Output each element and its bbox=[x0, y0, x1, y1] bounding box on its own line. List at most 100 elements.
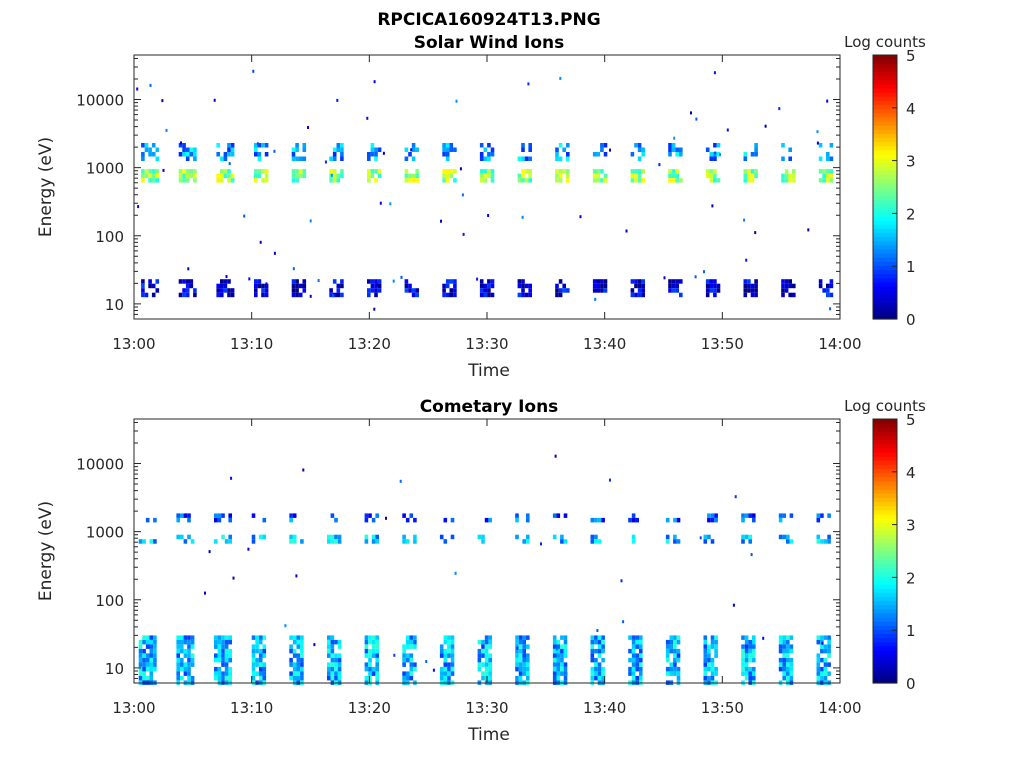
heatmap-cell bbox=[337, 539, 342, 544]
heatmap-cell bbox=[264, 169, 269, 174]
heatmap-cell bbox=[364, 644, 369, 649]
heatmap-cell bbox=[224, 671, 229, 676]
colorbar-segment bbox=[873, 154, 897, 159]
heatmap-cell bbox=[334, 662, 338, 667]
heatmap-cell bbox=[826, 173, 830, 179]
heatmap-cell bbox=[639, 644, 643, 649]
heatmap-cell bbox=[221, 648, 225, 654]
heatmap-cell bbox=[187, 644, 191, 649]
panel-title: Cometary Ions bbox=[420, 397, 559, 417]
heatmap-cell bbox=[826, 292, 830, 298]
heatmap-cell bbox=[332, 294, 335, 298]
heatmap-cell bbox=[176, 513, 180, 518]
heatmap-cell bbox=[185, 279, 190, 284]
heatmap-cell bbox=[671, 279, 676, 284]
heatmap-cell bbox=[291, 283, 296, 289]
x-tick-label: 13:40 bbox=[583, 699, 626, 717]
heatmap-cell bbox=[262, 534, 267, 540]
heatmap-cell bbox=[597, 648, 602, 654]
heatmap-cell bbox=[748, 657, 752, 663]
heatmap-cell bbox=[405, 653, 410, 658]
y-tick-label: 10 bbox=[105, 296, 124, 314]
heatmap-cell bbox=[639, 675, 643, 681]
colorbar-segment bbox=[873, 265, 897, 271]
heatmap-cell bbox=[707, 644, 711, 649]
heatmap-cell bbox=[302, 468, 305, 472]
heatmap-cell bbox=[635, 644, 639, 649]
colorbar-segment bbox=[873, 435, 897, 441]
heatmap-cell bbox=[370, 173, 375, 179]
heatmap-cell bbox=[741, 653, 745, 658]
heatmap-cell bbox=[594, 534, 598, 540]
heatmap-cell bbox=[402, 539, 406, 544]
heatmap-cell bbox=[752, 657, 756, 663]
heatmap-cell bbox=[716, 283, 721, 289]
heatmap-cell bbox=[182, 178, 186, 183]
heatmap-cell bbox=[257, 173, 262, 179]
colorbar-segment bbox=[873, 125, 897, 130]
heatmap-cell bbox=[224, 675, 229, 681]
colorbar-label: Log counts bbox=[844, 397, 926, 415]
heatmap-cell bbox=[183, 666, 188, 672]
colorbar-segment bbox=[873, 456, 897, 461]
heatmap-cell bbox=[479, 156, 484, 161]
heatmap-cell bbox=[635, 653, 639, 658]
heatmap-cell bbox=[601, 517, 605, 523]
heatmap-cell bbox=[479, 279, 484, 284]
heatmap-cell bbox=[230, 178, 235, 183]
heatmap-cell bbox=[443, 635, 448, 640]
heatmap-cell bbox=[193, 178, 197, 183]
heatmap-cell bbox=[521, 292, 525, 298]
heatmap-cell bbox=[227, 288, 231, 293]
heatmap-cell bbox=[409, 513, 414, 518]
heatmap-cell bbox=[792, 173, 796, 179]
heatmap-cell bbox=[676, 653, 681, 658]
heatmap-cell bbox=[637, 156, 642, 161]
heatmap-cell bbox=[151, 292, 156, 298]
heatmap-cell bbox=[597, 639, 602, 645]
heatmap-cell bbox=[521, 283, 525, 289]
heatmap-cell bbox=[251, 653, 256, 658]
heatmap-cell bbox=[364, 517, 369, 523]
heatmap-cell bbox=[713, 156, 717, 161]
heatmap-cell bbox=[371, 635, 376, 640]
heatmap-cell bbox=[289, 662, 293, 667]
heatmap-cell bbox=[484, 671, 489, 676]
heatmap-cell bbox=[488, 517, 492, 523]
heatmap-cell bbox=[526, 539, 530, 544]
y-tick-label: 10000 bbox=[76, 92, 124, 110]
heatmap-cell bbox=[176, 639, 180, 645]
heatmap-cell bbox=[517, 178, 522, 183]
heatmap-cell bbox=[522, 648, 526, 654]
heatmap-cell bbox=[709, 173, 714, 179]
heatmap-cell bbox=[556, 666, 561, 672]
heatmap-cell bbox=[217, 653, 222, 658]
heatmap-cell bbox=[679, 292, 683, 298]
heatmap-cell bbox=[445, 152, 450, 157]
heatmap-cell bbox=[141, 152, 145, 157]
heatmap-cell bbox=[600, 279, 604, 284]
heatmap-cell bbox=[182, 292, 186, 298]
heatmap-cell bbox=[745, 258, 748, 262]
heatmap-cell bbox=[707, 657, 711, 663]
heatmap-cell bbox=[477, 653, 482, 658]
heatmap-cell bbox=[262, 662, 267, 667]
colorbar-segment bbox=[873, 604, 897, 610]
heatmap-cell bbox=[752, 675, 756, 681]
heatmap-cell bbox=[216, 178, 220, 183]
heatmap-cell bbox=[337, 671, 342, 676]
heatmap-cell bbox=[292, 653, 297, 658]
heatmap-cell bbox=[187, 666, 191, 672]
heatmap-cell bbox=[679, 279, 683, 284]
heatmap-cell bbox=[443, 639, 448, 645]
heatmap-cell bbox=[552, 675, 557, 681]
heatmap-cell bbox=[669, 648, 674, 654]
heatmap-cell bbox=[479, 143, 484, 148]
heatmap-cell bbox=[827, 648, 831, 654]
heatmap-cell bbox=[826, 288, 830, 293]
heatmap-cell bbox=[368, 653, 372, 658]
heatmap-cell bbox=[340, 156, 344, 161]
colorbar-segment bbox=[873, 182, 897, 188]
heatmap-cell bbox=[142, 675, 146, 681]
